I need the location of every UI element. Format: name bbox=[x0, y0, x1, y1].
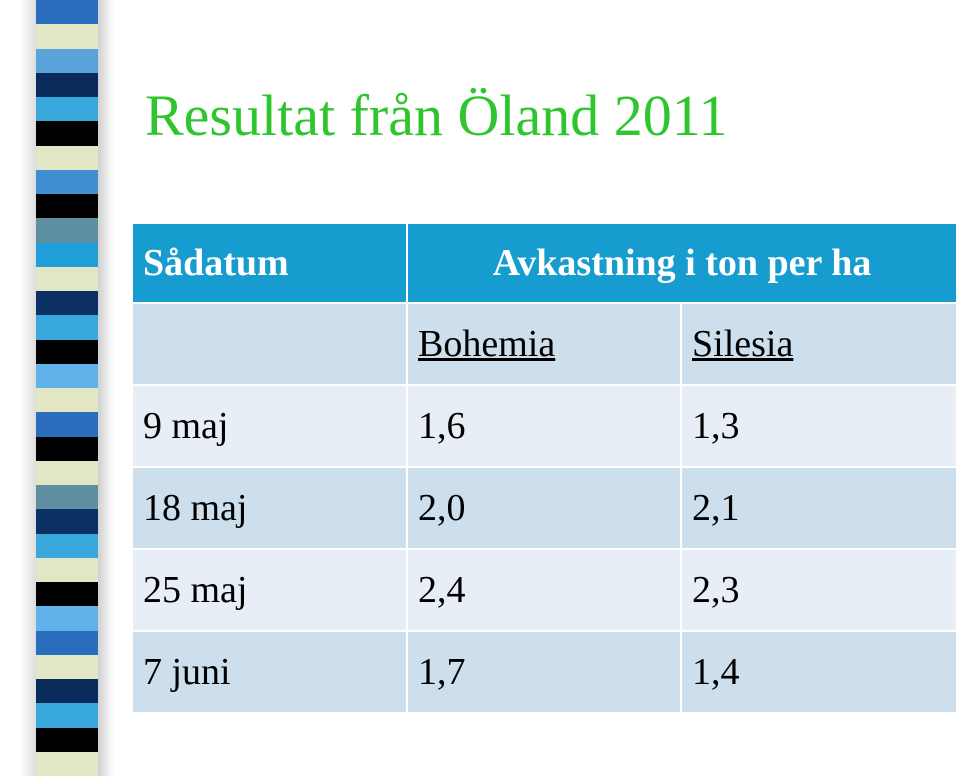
silesia-cell: 1,4 bbox=[681, 631, 956, 714]
table-row: 9 maj 1,6 1,3 bbox=[133, 385, 956, 468]
date-cell: 7 juni bbox=[133, 631, 408, 714]
stripe-segment bbox=[36, 485, 98, 510]
stripe-segment bbox=[36, 218, 98, 243]
bohemia-cell: 2,0 bbox=[407, 467, 682, 550]
table-row: 18 maj 2,0 2,1 bbox=[133, 467, 956, 550]
decorative-stripe-bar bbox=[36, 0, 98, 776]
stripe-segment bbox=[36, 194, 98, 219]
date-cell: 25 maj bbox=[133, 549, 408, 632]
bohemia-label: Bohemia bbox=[418, 323, 556, 365]
stripe-segment bbox=[36, 0, 98, 25]
stripe-segment bbox=[36, 412, 98, 437]
date-cell: 18 maj bbox=[133, 467, 408, 550]
stripe-segment bbox=[36, 121, 98, 146]
table-subheader-row: Bohemia Silesia bbox=[133, 303, 956, 386]
table-row: 7 juni 1,7 1,4 bbox=[133, 631, 956, 714]
decorative-bar-shadow bbox=[98, 0, 114, 776]
stripe-segment bbox=[36, 266, 98, 291]
bohemia-cell: 1,6 bbox=[407, 385, 682, 468]
results-table: Sådatum Avkastning i ton per ha Bohemia … bbox=[133, 224, 956, 714]
stripe-segment bbox=[36, 679, 98, 704]
bohemia-cell: 2,4 bbox=[407, 549, 682, 632]
table-header-row: Sådatum Avkastning i ton per ha bbox=[133, 224, 956, 304]
stripe-segment bbox=[36, 630, 98, 655]
stripe-segment bbox=[36, 339, 98, 364]
stripe-segment bbox=[36, 388, 98, 413]
stripe-segment bbox=[36, 24, 98, 49]
stripe-segment bbox=[36, 509, 98, 534]
stripe-segment bbox=[36, 315, 98, 340]
stripe-segment bbox=[36, 557, 98, 582]
header-sadatum: Sådatum bbox=[133, 224, 408, 304]
stripe-segment bbox=[36, 703, 98, 728]
bohemia-cell: 1,7 bbox=[407, 631, 682, 714]
stripe-segment bbox=[36, 436, 98, 461]
stripe-segment bbox=[36, 169, 98, 194]
header-yield-group: Avkastning i ton per ha bbox=[407, 224, 956, 304]
subheader-bohemia: Bohemia bbox=[407, 303, 682, 386]
stripe-segment bbox=[36, 460, 98, 485]
slide-title: Resultat från Öland 2011 bbox=[145, 83, 728, 148]
subheader-empty-cell bbox=[133, 303, 408, 386]
stripe-segment bbox=[36, 751, 98, 776]
date-cell: 9 maj bbox=[133, 385, 408, 468]
table-row: 25 maj 2,4 2,3 bbox=[133, 549, 956, 632]
stripe-segment bbox=[36, 97, 98, 122]
stripe-segment bbox=[36, 582, 98, 607]
stripe-segment bbox=[36, 291, 98, 316]
stripe-segment bbox=[36, 72, 98, 97]
stripe-segment bbox=[36, 654, 98, 679]
subheader-silesia: Silesia bbox=[681, 303, 956, 386]
silesia-cell: 2,3 bbox=[681, 549, 956, 632]
silesia-cell: 2,1 bbox=[681, 467, 956, 550]
silesia-label: Silesia bbox=[692, 323, 794, 365]
stripe-segment bbox=[36, 145, 98, 170]
stripe-segment bbox=[36, 48, 98, 73]
decorative-bar-shadow-left bbox=[20, 0, 36, 776]
stripe-segment bbox=[36, 242, 98, 267]
stripe-segment bbox=[36, 363, 98, 388]
silesia-cell: 1,3 bbox=[681, 385, 956, 468]
stripe-segment bbox=[36, 606, 98, 631]
stripe-segment bbox=[36, 533, 98, 558]
stripe-segment bbox=[36, 727, 98, 752]
